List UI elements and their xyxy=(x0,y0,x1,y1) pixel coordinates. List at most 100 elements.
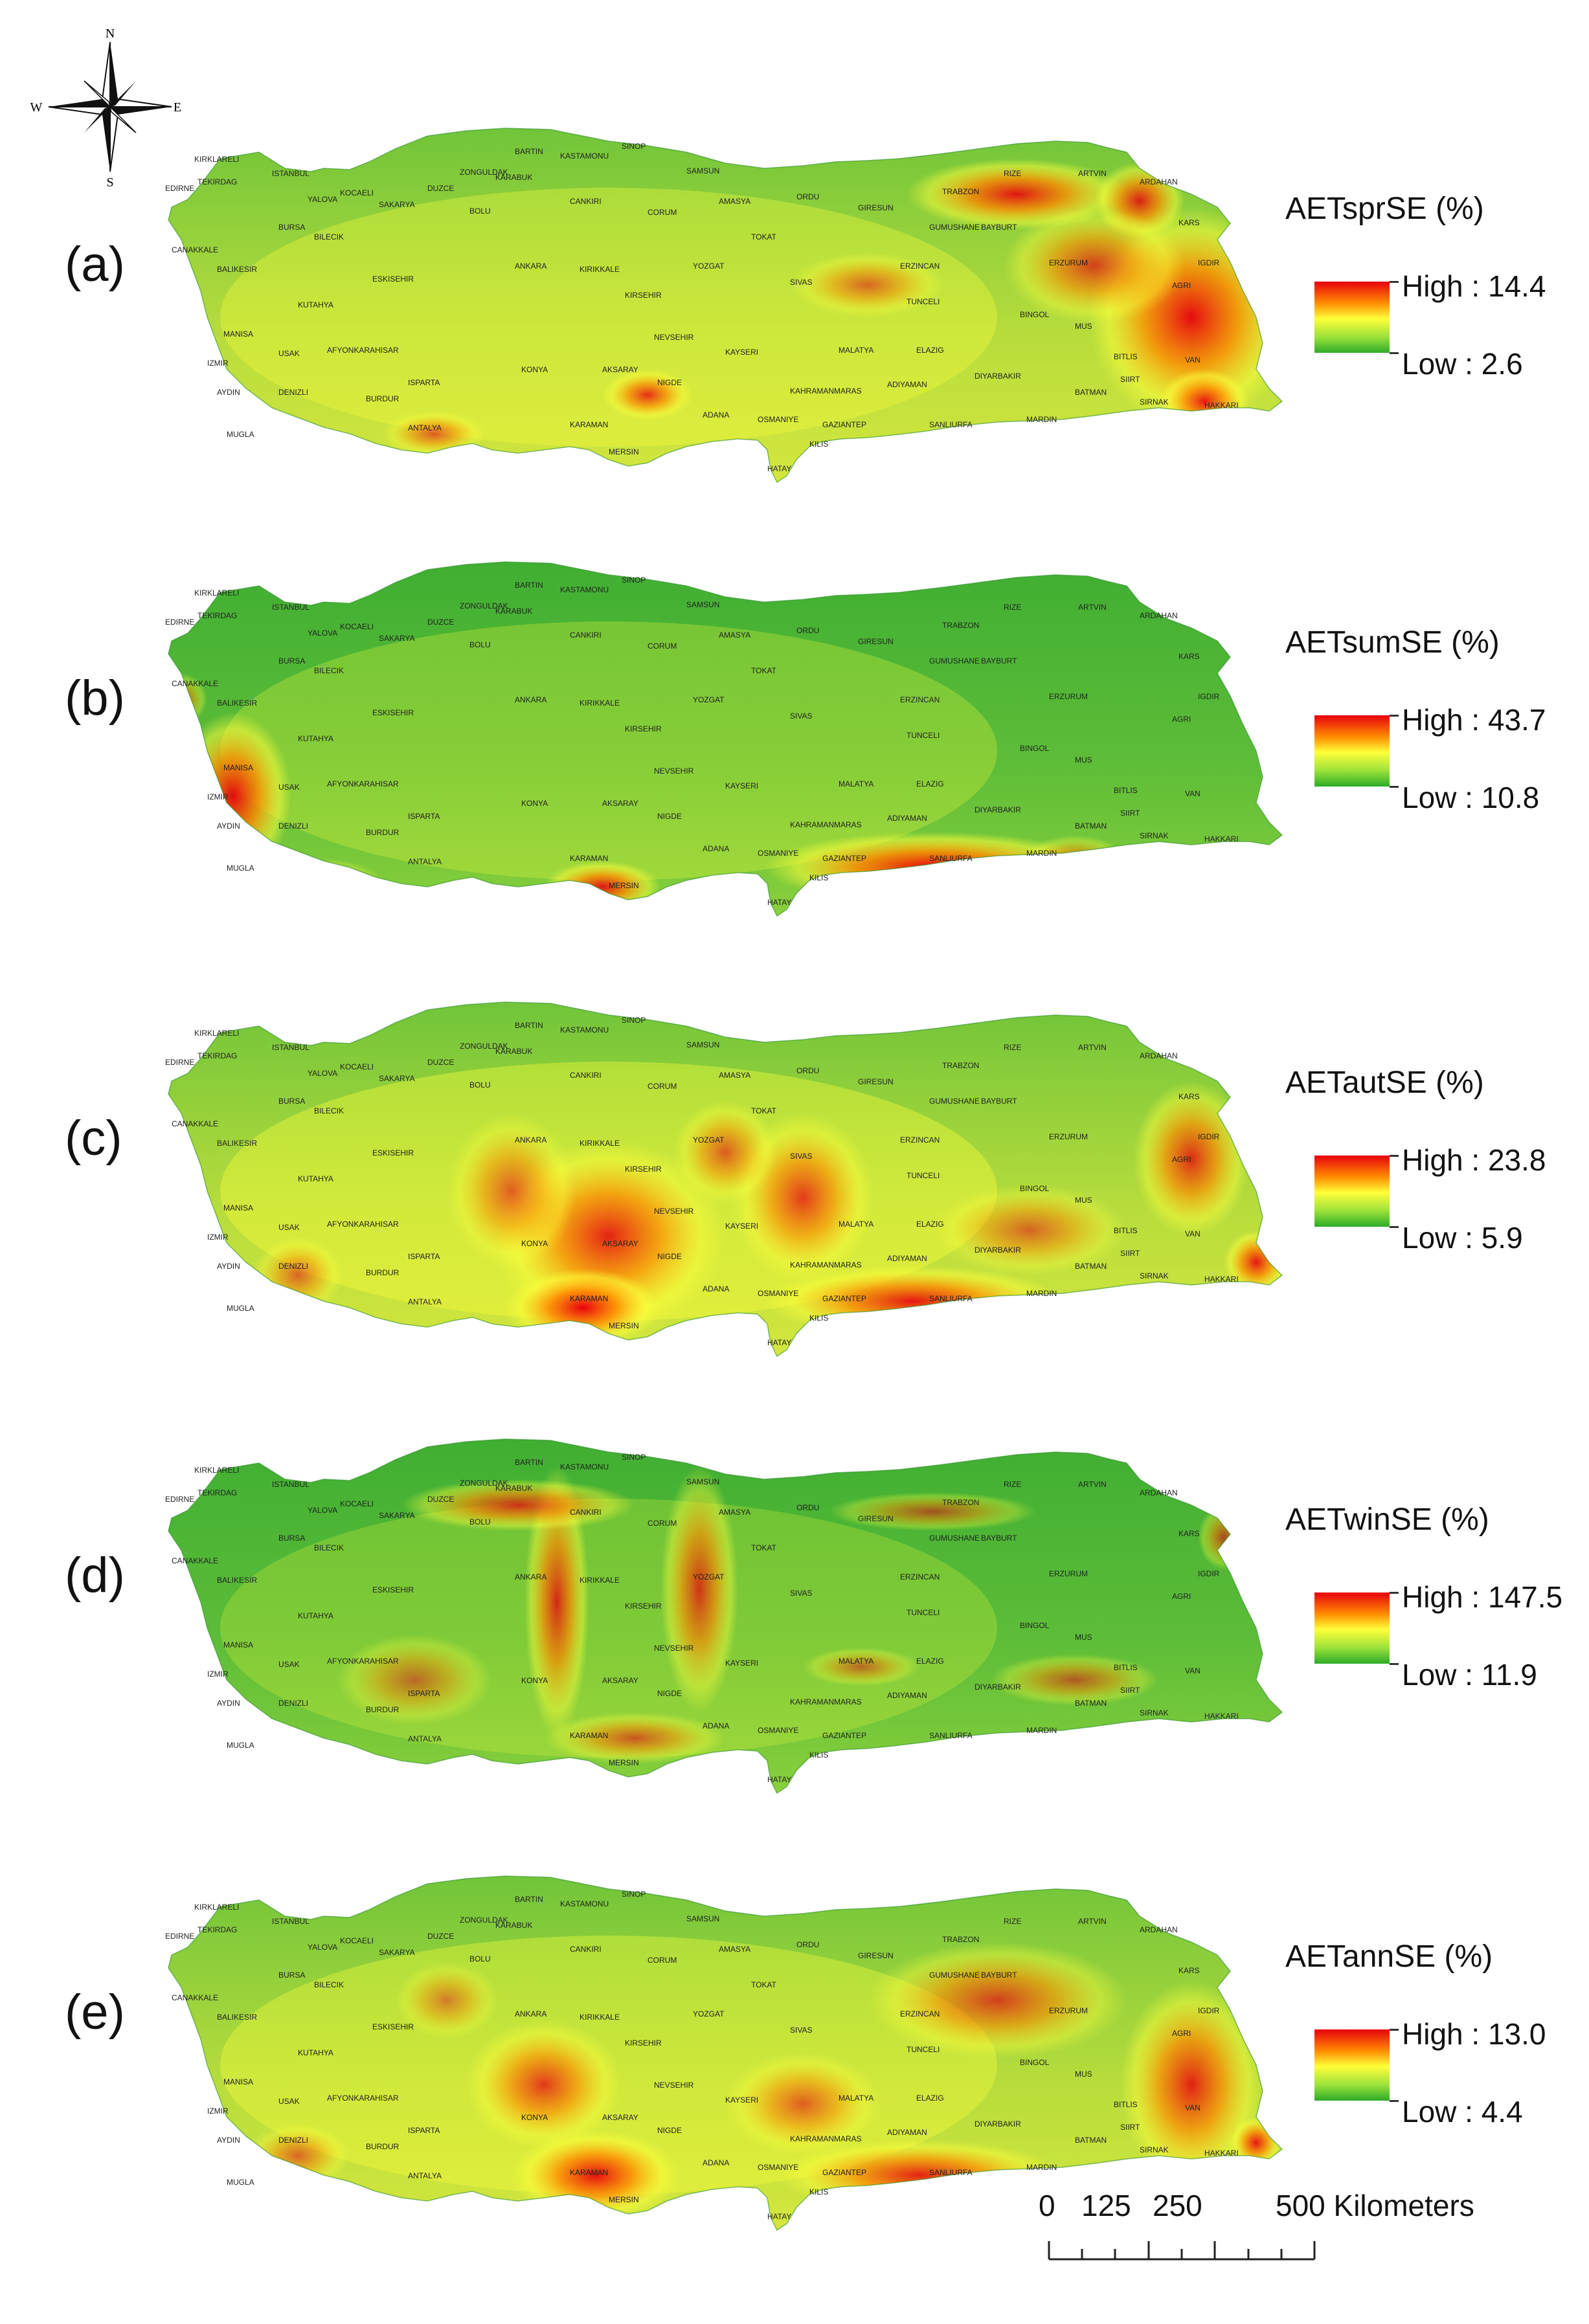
city-label: HATAY xyxy=(767,2212,791,2221)
city-label: BALIKESIR xyxy=(217,698,257,708)
city-label: KIRSEHIR xyxy=(625,2039,662,2048)
city-label: KAYSERI xyxy=(725,2095,758,2105)
city-label: BURSA xyxy=(278,656,305,665)
city-label: KARABUK xyxy=(495,1921,532,1930)
city-label: HAKKARI xyxy=(1204,2149,1239,2158)
city-label: MANISA xyxy=(223,1203,253,1212)
city-label: SAKARYA xyxy=(379,1511,415,1520)
city-label: SIRNAK xyxy=(1140,397,1169,407)
city-label: ANTALYA xyxy=(408,1734,442,1743)
city-label: ADANA xyxy=(703,1284,729,1293)
city-label: KARAMAN xyxy=(570,1731,608,1740)
city-label: SIRNAK xyxy=(1140,1271,1169,1280)
city-label: ARTVIN xyxy=(1078,169,1107,178)
city-label: MARDIN xyxy=(1026,849,1057,858)
city-label: KONYA xyxy=(521,1676,548,1685)
scale-bar: 0 125 250 500 Kilometers xyxy=(1030,2188,1474,2272)
city-label: KASTAMONU xyxy=(560,1025,609,1034)
city-label: ZONGULDAK xyxy=(460,601,508,610)
city-label: AYDIN xyxy=(217,1262,240,1271)
city-label: KIRSEHIR xyxy=(625,291,662,300)
city-label: BALIKESIR xyxy=(217,265,257,274)
city-label: AMASYA xyxy=(719,1945,750,1954)
city-label: CANAKKALE xyxy=(172,679,218,688)
city-label: BOLU xyxy=(469,1080,491,1089)
city-label: MARDIN xyxy=(1026,1726,1057,1735)
city-label: AFYONKARAHISAR xyxy=(327,1657,399,1666)
city-label: ERZURUM xyxy=(1049,258,1088,267)
city-label: GUMUSHANE xyxy=(929,1534,980,1543)
city-label: CANKIRI xyxy=(570,1945,602,1954)
scale-label-500: 500 Kilometers xyxy=(1276,2189,1474,2222)
city-label: GAZIANTEP xyxy=(822,1731,866,1740)
city-label: GIRESUN xyxy=(858,1077,894,1086)
city-label: IZMIR xyxy=(207,359,229,368)
city-label: MARDIN xyxy=(1026,415,1057,424)
city-label: ARDAHAN xyxy=(1140,611,1178,620)
city-label: KIRKLARELI xyxy=(194,1029,239,1038)
city-label: KASTAMONU xyxy=(560,585,609,594)
city-label: KASTAMONU xyxy=(560,1462,609,1471)
city-label: MUS xyxy=(1075,755,1092,765)
city-label: BURDUR xyxy=(366,1705,400,1714)
city-label: CORUM xyxy=(648,642,677,651)
city-label: ADIYAMAN xyxy=(887,2128,927,2137)
city-label: ERZINCAN xyxy=(900,1572,940,1581)
city-label: KAYSERI xyxy=(725,781,758,790)
city-label: YALOVA xyxy=(308,629,337,638)
city-label: VAN xyxy=(1185,2103,1200,2112)
city-label: GIRESUN xyxy=(858,1514,894,1523)
city-label: TEKIRDAG xyxy=(197,611,237,620)
city-label: TOKAT xyxy=(751,1106,777,1115)
color-ramp xyxy=(1314,1592,1390,1664)
city-label: TRABZON xyxy=(942,1498,979,1507)
city-label: MUGLA xyxy=(227,430,254,439)
city-label: KOCAELI xyxy=(340,1062,374,1071)
city-label: BILECIK xyxy=(314,666,344,675)
ramp-tick xyxy=(1390,1663,1399,1665)
city-label: MUGLA xyxy=(227,1304,254,1313)
city-label: DENIZLI xyxy=(278,388,308,397)
city-label: MUGLA xyxy=(227,2178,254,2187)
compass-e: E xyxy=(174,100,181,115)
city-label: SIRNAK xyxy=(1140,2145,1169,2154)
city-label: OSMANIYE xyxy=(758,1289,798,1298)
legend-title: AETautSE (%) xyxy=(1285,1066,1484,1100)
city-label: KARS xyxy=(1178,218,1200,227)
city-label: IGDIR xyxy=(1198,1132,1220,1141)
legend-low: Low : 2.6 xyxy=(1402,347,1523,381)
legend-high: High : 43.7 xyxy=(1402,703,1546,737)
city-label: SIIRT xyxy=(1120,809,1140,818)
city-label: SIRNAK xyxy=(1140,831,1169,840)
city-label: AKSARAY xyxy=(602,2113,638,2122)
city-label: MALATYA xyxy=(839,1220,873,1229)
city-label: SANLIURFA xyxy=(929,854,973,863)
ramp-tick xyxy=(1390,786,1399,788)
city-label: BATMAN xyxy=(1075,1699,1107,1708)
city-label: OSMANIYE xyxy=(758,415,798,424)
city-label: AYDIN xyxy=(217,821,240,831)
city-label: YALOVA xyxy=(308,1943,337,1952)
city-label: KILIS xyxy=(809,1750,828,1760)
city-label: NEVSEHIR xyxy=(654,333,694,342)
city-label: NEVSEHIR xyxy=(654,2081,694,2090)
legend: AETsprSE (%) High : 14.4 Low : 2.6 xyxy=(1285,162,1583,460)
city-label: EDIRNE xyxy=(165,1058,194,1067)
city-label: KIRKLARELI xyxy=(194,1903,239,1912)
city-label: MUS xyxy=(1075,1196,1092,1205)
city-label: MANISA xyxy=(223,763,253,772)
map-panel: (e) KIRKLARELI EDIRNE TEKIRDAG ISTANBUL KOCAE… xyxy=(0,1871,1589,2324)
compass-s: S xyxy=(106,175,113,188)
city-label: KUTAHYA xyxy=(298,2048,333,2057)
city-label: ORDU xyxy=(796,626,819,635)
legend-high: High : 14.4 xyxy=(1402,269,1546,303)
city-label: BURSA xyxy=(278,1534,305,1543)
city-label: DIYARBAKIR xyxy=(975,1246,1021,1255)
city-label: KIRSEHIR xyxy=(625,1165,662,1174)
city-label: VAN xyxy=(1185,789,1200,798)
city-label: GAZIANTEP xyxy=(822,420,866,429)
city-label: AFYONKARAHISAR xyxy=(327,779,399,788)
city-label: ANKARA xyxy=(515,695,547,704)
city-label: AFYONKARAHISAR xyxy=(327,346,399,355)
city-label: TRABZON xyxy=(942,1061,979,1070)
